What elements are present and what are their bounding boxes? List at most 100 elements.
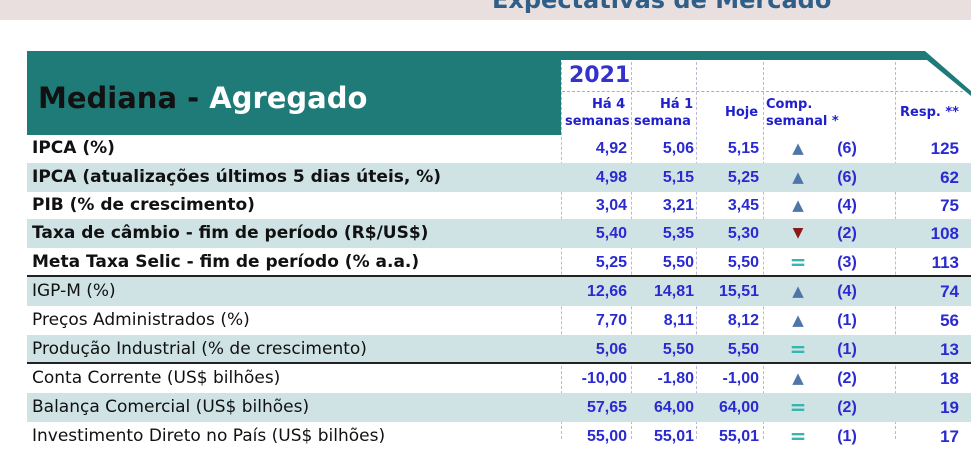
indicator-label: Investimento Direto no País (US$ bilhões… [32, 426, 386, 446]
value-1-week-ago: 8,11 [663, 312, 694, 329]
trend-down-icon: ▼ [792, 225, 804, 241]
indicator-label: Conta Corrente (US$ bilhões) [32, 368, 281, 388]
value-1-week-ago: 14,81 [653, 283, 694, 300]
column-divider [895, 62, 896, 439]
value-today: 64,00 [718, 399, 759, 416]
trend-up-icon: ▲ [792, 139, 804, 157]
table-row: Balança Comercial (US$ bilhões) 57,65 64,0… [27, 393, 971, 422]
weekly-comparison-count: (1) [837, 312, 857, 329]
trend-equal-icon: = [789, 337, 807, 361]
respondents-count: 13 [940, 340, 959, 359]
value-today: -1,00 [722, 370, 759, 387]
table-title: Mediana - Agregado [38, 80, 367, 116]
indicator-label: Preços Administrados (%) [32, 310, 250, 330]
col-header-1sem-line1: Há 1 [660, 97, 694, 112]
trend-equal-icon: = [789, 424, 807, 448]
weekly-comparison-count: (6) [837, 140, 857, 157]
column-header-panel [561, 60, 971, 135]
column-divider [763, 62, 764, 439]
indicator-label: Meta Taxa Selic - fim de período (% a.a.… [32, 252, 420, 272]
respondents-count: 18 [940, 369, 959, 388]
weekly-comparison-count: (2) [837, 399, 857, 416]
weekly-comparison-count: (2) [837, 225, 857, 242]
value-4-weeks-ago: 3,04 [595, 197, 627, 214]
value-4-weeks-ago: 7,70 [595, 312, 627, 329]
top-band [0, 0, 971, 20]
weekly-comparison-count: (2) [837, 370, 857, 387]
trend-up-icon: ▲ [792, 196, 804, 214]
trend-up-icon: ▲ [792, 168, 804, 186]
col-header-1sem-line2: semana [634, 114, 691, 129]
value-1-week-ago: 64,00 [653, 399, 694, 416]
trend-equal-icon: = [789, 250, 807, 274]
table-row: Conta Corrente (US$ bilhões) -10,00 -1,80 -… [27, 364, 971, 393]
respondents-count: 74 [940, 282, 959, 301]
indicator-label: IPCA (atualizações últimos 5 dias úteis,… [32, 167, 442, 187]
report-title: Expectativas de Mercado [492, 0, 832, 14]
table-row: IPCA (%) 4,92 5,06 5,15 ▲ (6) 125 [27, 134, 971, 163]
group-separator [27, 362, 971, 364]
respondents-count: 108 [930, 224, 959, 243]
respondents-count: 62 [940, 168, 959, 187]
value-today: 8,12 [727, 312, 759, 329]
respondents-count: 75 [940, 196, 959, 215]
indicator-label: IGP-M (%) [32, 281, 116, 301]
table-row: IPCA (atualizações últimos 5 dias úteis,… [27, 163, 971, 192]
year-divider [562, 91, 963, 93]
value-4-weeks-ago: 5,25 [595, 254, 627, 271]
trend-up-icon: ▲ [792, 311, 804, 329]
weekly-comparison-count: (1) [837, 341, 857, 358]
value-4-weeks-ago: 5,40 [595, 225, 627, 242]
group-separator [27, 275, 971, 277]
col-header-hoje: Hoje [725, 105, 759, 120]
column-divider [696, 62, 697, 439]
respondents-count: 17 [940, 427, 959, 446]
table-row: Produção Industrial (% de crescimento) 5,… [27, 335, 971, 364]
weekly-comparison-count: (6) [837, 169, 857, 186]
value-4-weeks-ago: 4,92 [595, 140, 627, 157]
value-4-weeks-ago: 5,06 [595, 341, 627, 358]
value-4-weeks-ago: 55,00 [586, 428, 627, 445]
value-1-week-ago: 5,50 [662, 341, 694, 358]
column-divider [561, 62, 562, 439]
table-row: IGP-M (%) 12,66 14,81 15,51 ▲ (4) 74 [27, 277, 971, 306]
value-4-weeks-ago: -10,00 [581, 370, 627, 387]
table-row: Preços Administrados (%) 7,70 8,11 8,12 ▲ (1)… [27, 306, 971, 335]
table-row: Taxa de câmbio - fim de período (R$/US$)… [27, 219, 971, 248]
indicator-label: Produção Industrial (% de crescimento) [32, 339, 367, 359]
indicator-label: Balança Comercial (US$ bilhões) [32, 397, 310, 417]
table-row: Meta Taxa Selic - fim de período (% a.a.… [27, 248, 971, 277]
value-4-weeks-ago: 4,98 [595, 169, 627, 186]
col-header-resp: Resp. ** [900, 105, 959, 120]
title-agregado: Agregado [209, 81, 368, 115]
value-1-week-ago: 5,15 [662, 169, 694, 186]
value-today: 5,50 [727, 341, 759, 358]
value-today: 15,51 [718, 283, 759, 300]
indicator-label: Taxa de câmbio - fim de período (R$/US$) [32, 223, 429, 243]
respondents-count: 19 [940, 398, 959, 417]
weekly-comparison-count: (3) [837, 254, 857, 271]
value-1-week-ago: -1,80 [657, 370, 694, 387]
value-1-week-ago: 5,06 [662, 140, 694, 157]
value-today: 55,01 [718, 428, 759, 445]
value-4-weeks-ago: 12,66 [586, 283, 627, 300]
table-row: PIB (% de crescimento) 3,04 3,21 3,45 ▲ (4) 75 [27, 191, 971, 220]
value-1-week-ago: 5,35 [662, 225, 694, 242]
respondents-count: 125 [930, 139, 959, 158]
value-1-week-ago: 5,50 [662, 254, 694, 271]
col-header-comp-line2: semanal * [766, 114, 839, 129]
respondents-count: 56 [940, 311, 959, 330]
respondents-count: 113 [931, 253, 959, 272]
col-header-4sem-line1: Há 4 [592, 97, 626, 112]
value-1-week-ago: 55,01 [653, 428, 694, 445]
col-header-comp-line1: Comp. [766, 97, 813, 112]
col-header-4sem-line2: semanas [565, 114, 630, 129]
trend-equal-icon: = [789, 395, 807, 419]
value-1-week-ago: 3,21 [662, 197, 694, 214]
weekly-comparison-count: (1) [837, 428, 857, 445]
column-divider [631, 62, 632, 439]
year-label: 2021 [569, 63, 631, 88]
value-today: 5,30 [727, 225, 759, 242]
value-today: 5,50 [727, 254, 759, 271]
trend-up-icon: ▲ [792, 369, 804, 387]
